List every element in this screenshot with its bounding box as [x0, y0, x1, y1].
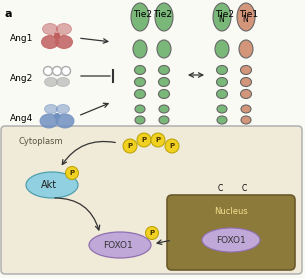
Ellipse shape — [241, 116, 251, 124]
Ellipse shape — [213, 3, 231, 31]
Text: C: C — [217, 184, 223, 193]
Ellipse shape — [241, 105, 251, 113]
Ellipse shape — [241, 66, 252, 75]
Text: P: P — [70, 170, 74, 176]
Text: N: N — [242, 15, 248, 24]
Ellipse shape — [133, 40, 147, 58]
FancyBboxPatch shape — [167, 195, 295, 270]
FancyBboxPatch shape — [1, 126, 302, 274]
Text: P: P — [170, 143, 174, 149]
Text: Tie2: Tie2 — [216, 10, 235, 19]
Text: P: P — [142, 137, 147, 143]
Circle shape — [151, 133, 165, 147]
Ellipse shape — [41, 36, 59, 48]
Ellipse shape — [217, 78, 228, 86]
Ellipse shape — [135, 116, 145, 124]
Ellipse shape — [135, 90, 145, 98]
Circle shape — [145, 227, 159, 240]
Ellipse shape — [217, 105, 227, 113]
Circle shape — [123, 139, 137, 153]
Ellipse shape — [159, 90, 170, 98]
Ellipse shape — [155, 3, 173, 31]
Ellipse shape — [131, 3, 149, 31]
Ellipse shape — [89, 232, 151, 258]
Circle shape — [44, 66, 52, 76]
Ellipse shape — [217, 116, 227, 124]
Text: Cytoplasm: Cytoplasm — [18, 137, 63, 146]
Circle shape — [62, 66, 70, 76]
Circle shape — [52, 66, 62, 76]
Text: P: P — [156, 137, 160, 143]
Circle shape — [137, 133, 151, 147]
Text: Akt: Akt — [41, 180, 57, 190]
Text: Tie1: Tie1 — [239, 10, 259, 19]
Text: Nucleus: Nucleus — [214, 207, 248, 216]
Text: Ang2: Ang2 — [10, 73, 33, 83]
Text: FOXO1: FOXO1 — [103, 240, 133, 249]
Ellipse shape — [241, 78, 252, 86]
Ellipse shape — [56, 24, 71, 34]
Text: C: C — [241, 184, 247, 193]
Ellipse shape — [237, 3, 255, 31]
Circle shape — [66, 167, 78, 180]
Ellipse shape — [159, 116, 169, 124]
Text: P: P — [127, 143, 133, 149]
Ellipse shape — [202, 228, 260, 252]
Text: N: N — [218, 15, 224, 24]
Ellipse shape — [26, 172, 78, 198]
Text: Ang1: Ang1 — [10, 34, 33, 43]
Ellipse shape — [217, 66, 228, 75]
Ellipse shape — [239, 40, 253, 58]
Ellipse shape — [217, 90, 228, 98]
Ellipse shape — [54, 33, 60, 39]
Ellipse shape — [215, 40, 229, 58]
Ellipse shape — [159, 105, 169, 113]
Ellipse shape — [241, 90, 252, 98]
Text: Tie2: Tie2 — [134, 10, 152, 19]
Ellipse shape — [135, 66, 145, 75]
Text: Ang4: Ang4 — [10, 113, 33, 123]
Ellipse shape — [40, 114, 58, 128]
Ellipse shape — [56, 36, 73, 48]
Ellipse shape — [159, 78, 170, 86]
Ellipse shape — [157, 40, 171, 58]
Ellipse shape — [56, 105, 70, 113]
Ellipse shape — [42, 24, 58, 34]
Ellipse shape — [45, 105, 58, 113]
Ellipse shape — [45, 78, 58, 86]
Ellipse shape — [54, 113, 60, 118]
Text: Tie2: Tie2 — [153, 10, 173, 19]
Ellipse shape — [56, 78, 70, 86]
Circle shape — [165, 139, 179, 153]
Text: FOXO1: FOXO1 — [216, 235, 246, 244]
Ellipse shape — [135, 78, 145, 86]
Ellipse shape — [56, 114, 74, 128]
Text: P: P — [149, 230, 155, 236]
Ellipse shape — [135, 105, 145, 113]
Ellipse shape — [159, 66, 170, 75]
Text: a: a — [4, 9, 12, 19]
